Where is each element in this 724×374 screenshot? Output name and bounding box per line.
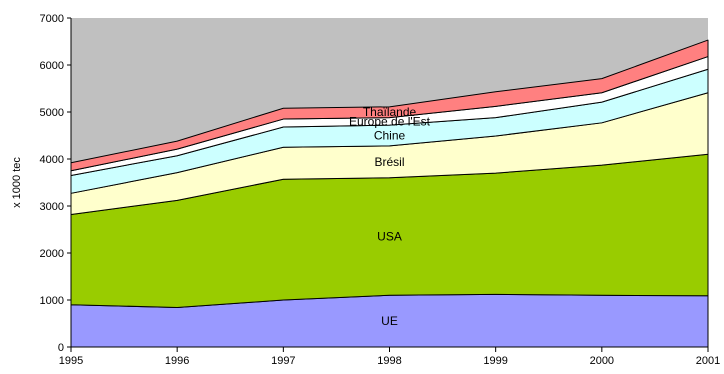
x-tick-label: 1995 xyxy=(59,355,83,367)
series-label-europe-de-l-est: Europe de l'Est xyxy=(349,114,431,128)
y-tick-label: 1000 xyxy=(40,295,64,307)
x-tick-label: 1997 xyxy=(271,355,295,367)
y-axis-title: x 1000 tec xyxy=(11,157,23,208)
series-label-usa: USA xyxy=(377,230,402,244)
x-tick-label: 1998 xyxy=(377,355,401,367)
series-areas xyxy=(70,39,709,348)
y-tick-label: 3000 xyxy=(40,201,64,213)
y-tick-label: 4000 xyxy=(40,154,64,166)
y-tick-label: 7000 xyxy=(40,13,64,25)
area-thailande xyxy=(70,39,709,172)
x-tick-label: 1996 xyxy=(165,355,189,367)
y-tick-label: 0 xyxy=(58,342,64,354)
y-tick-label: 5000 xyxy=(40,107,64,119)
x-tick-label: 2001 xyxy=(696,355,720,367)
series-label-thailande: Thaïlande xyxy=(363,105,417,119)
x-tick-label: 1999 xyxy=(483,355,507,367)
y-tick-label: 6000 xyxy=(40,60,64,72)
axes: 0 1000 2000 3000 4000 5000 6000 7000 1995 1996 199… xyxy=(40,13,721,367)
series-label-ue: UE xyxy=(381,314,398,328)
y-tick-label: 2000 xyxy=(40,248,64,260)
series-label-chine: Chine xyxy=(374,129,406,143)
x-tick-label: 2000 xyxy=(590,355,614,367)
series-label-bresil: Brésil xyxy=(374,155,404,169)
